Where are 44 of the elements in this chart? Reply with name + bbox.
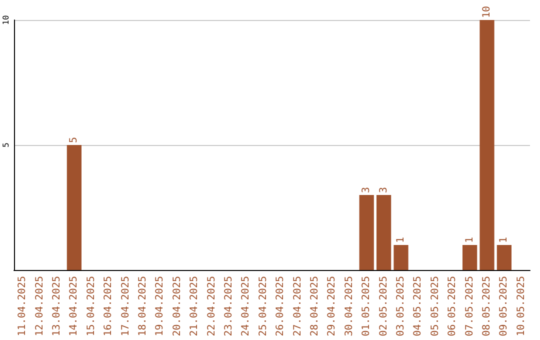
x-tick-label: 29.04.2025 [326,276,338,336]
x-tick-label: 25.04.2025 [258,276,269,336]
data-label: 3 [378,186,390,193]
x-tick-label: 26.04.2025 [275,276,286,336]
x-tick-label: 17.04.2025 [120,276,132,336]
data-label: 1 [464,236,476,243]
bar [394,245,408,270]
data-label: 5 [68,136,80,143]
x-tick-label: 24.04.2025 [240,276,252,336]
x-tick-label: 05.05.2025 [430,276,441,336]
x-tick-label: 28.04.2025 [310,276,320,336]
data-label: 10 [482,6,492,18]
x-tick-label: 06.05.2025 [447,276,458,336]
x-tick-label: 02.05.2025 [378,276,390,336]
x-tick-label: 14.04.2025 [68,276,80,336]
x-tick-label: 30.04.2025 [344,276,355,336]
x-tick-label: 12.04.2025 [34,276,46,336]
bar [376,195,392,270]
bar [359,195,374,270]
x-tick-label: 11.04.2025 [17,276,28,336]
bar [462,245,478,270]
data-label: 1 [498,236,510,243]
bar [66,145,82,270]
x-tick-label: 07.05.2025 [464,276,476,336]
x-tick-label: 03.05.2025 [396,276,406,336]
x-tick-label: 27.04.2025 [292,276,304,336]
bar [496,245,512,270]
bar [480,20,494,270]
x-tick-label: 01.05.2025 [361,276,372,336]
x-tick-label: 13.04.2025 [52,276,62,336]
data-label: 3 [361,186,372,193]
x-tick-label: 04.05.2025 [412,276,424,336]
x-tick-label: 19.04.2025 [154,276,166,336]
x-tick-label: 20.04.2025 [172,276,183,336]
x-tick-label: 16.04.2025 [103,276,114,336]
data-label: 1 [396,236,406,243]
x-tick-label: 18.04.2025 [138,276,148,336]
x-tick-label: 09.05.2025 [498,276,510,336]
x-tick-label: 15.04.2025 [86,276,97,336]
x-tick-label: 21.04.2025 [189,276,200,336]
x-tick-label: 10.05.2025 [516,276,527,336]
x-tick-label: 22.04.2025 [206,276,218,336]
x-tick-label: 23.04.2025 [224,276,234,336]
x-tick-label: 08.05.2025 [482,276,492,336]
